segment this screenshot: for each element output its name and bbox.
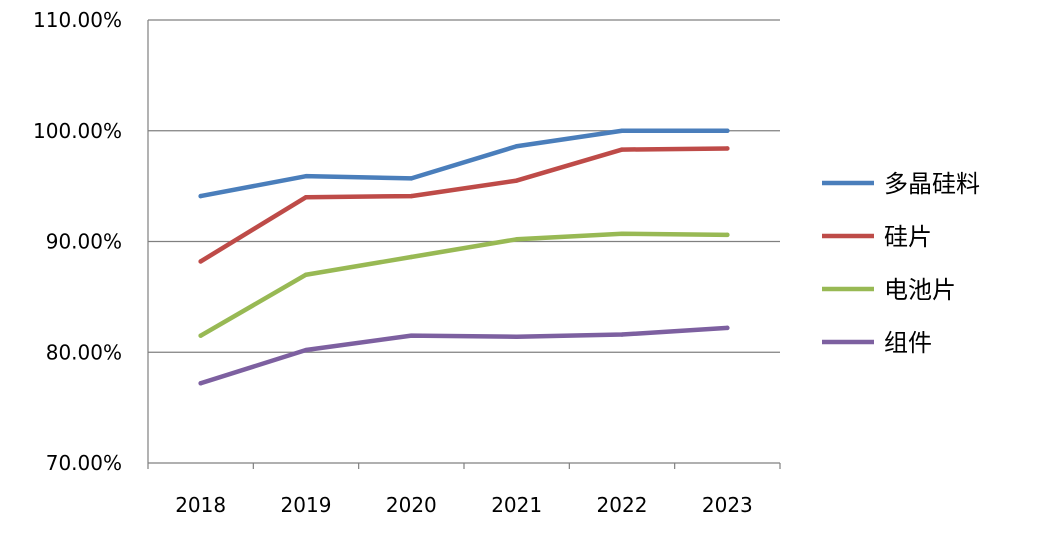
y-tick-label: 100.00% [33, 119, 122, 143]
y-tick-label: 90.00% [46, 230, 122, 254]
series-line-3 [198, 325, 730, 386]
legend-label: 多晶硅料 [884, 170, 980, 198]
data-point [514, 144, 519, 149]
data-point [725, 232, 730, 238]
y-tick-label: 80.00% [46, 340, 122, 364]
data-point [303, 173, 309, 179]
x-tick-label: 2019 [281, 493, 332, 517]
data-point [725, 128, 730, 133]
data-point [514, 178, 519, 183]
legend-label: 电池片 [884, 276, 956, 304]
legend-label: 硅片 [884, 223, 932, 251]
y-tick-label: 110.00% [33, 8, 122, 32]
data-point [303, 272, 309, 277]
data-point [409, 176, 414, 181]
y-tick-labels: 70.00% 80.00% 90.00% 100.00% 110.00% [33, 8, 122, 475]
data-point [619, 147, 625, 152]
data-point [409, 333, 414, 338]
data-point [619, 231, 625, 236]
axes [147, 20, 781, 469]
data-point [303, 347, 309, 353]
legend-label: 组件 [884, 329, 932, 357]
series-lines [198, 128, 730, 386]
grid-lines [148, 19, 780, 464]
data-point [514, 237, 519, 242]
data-point [725, 146, 730, 151]
data-point [303, 195, 309, 200]
data-point [409, 193, 414, 199]
x-tick-labels: 2018 2019 2020 2021 2022 2023 [175, 493, 753, 517]
series-line-2 [198, 231, 730, 338]
data-point [619, 332, 625, 337]
x-tick-label: 2020 [386, 493, 437, 517]
x-tick-label: 2018 [175, 493, 226, 517]
y-tick-label: 70.00% [46, 451, 122, 475]
data-point [198, 259, 203, 264]
x-tick-label: 2022 [597, 493, 648, 517]
data-point [619, 128, 625, 133]
data-point [725, 325, 730, 331]
data-point [409, 254, 414, 260]
data-point [514, 334, 519, 339]
data-point [198, 333, 203, 338]
x-tick-label: 2021 [491, 493, 542, 517]
x-tick-label: 2023 [702, 493, 753, 517]
series-line-1 [198, 146, 730, 264]
data-point [198, 193, 203, 199]
data-point [198, 381, 203, 386]
series-line-0 [198, 128, 730, 199]
